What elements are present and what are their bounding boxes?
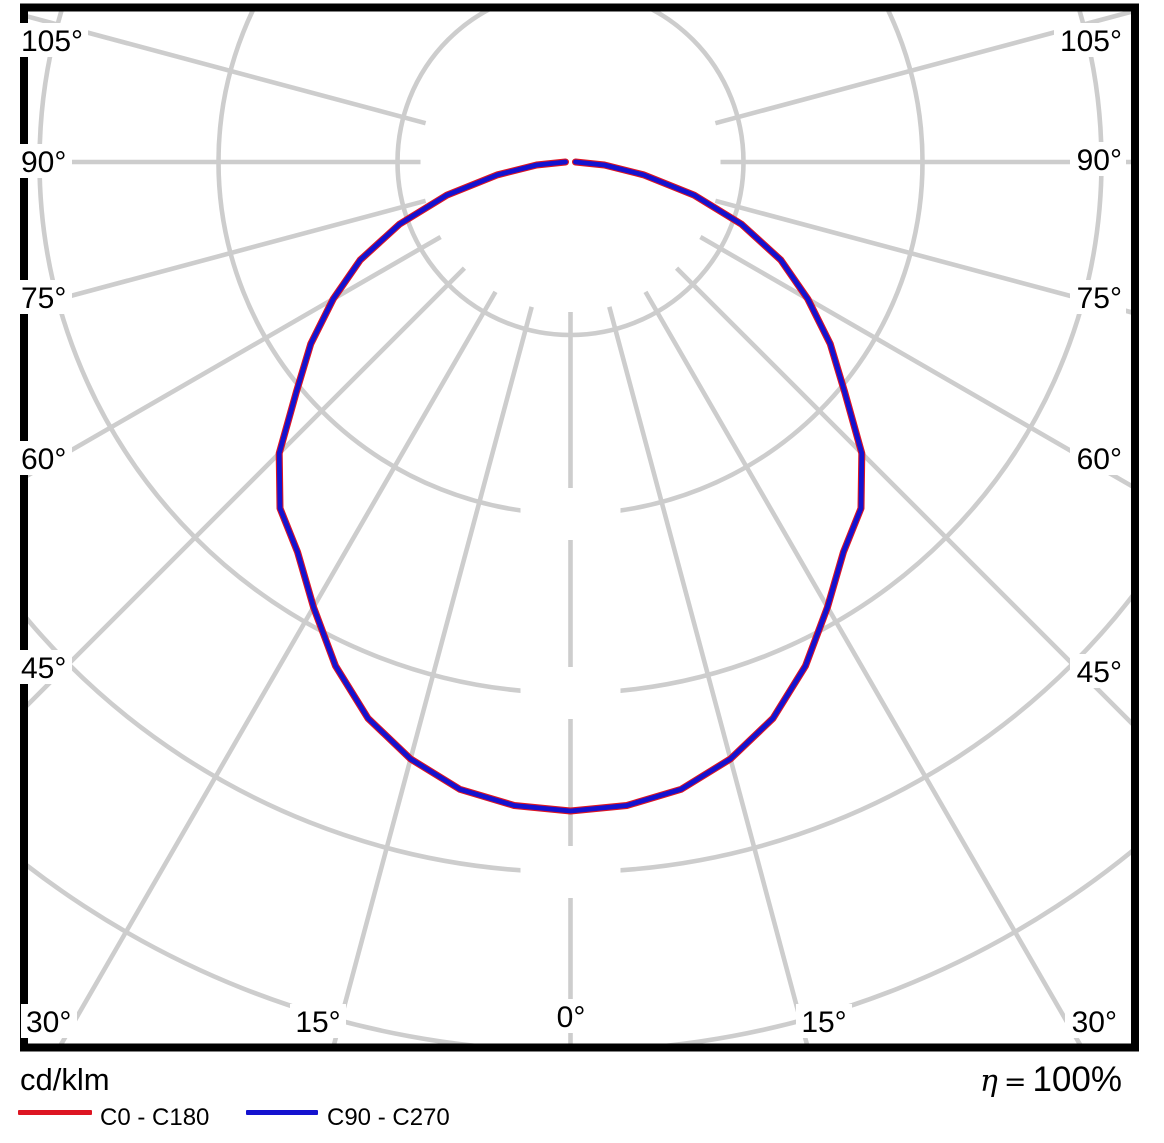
angle-label: 60° xyxy=(21,443,66,476)
angle-label: 105° xyxy=(1060,25,1122,58)
angle-label-bg xyxy=(1070,280,1126,314)
legend-label-c0-c180: C0 - C180 xyxy=(100,1104,210,1131)
eta-value: 100% xyxy=(1032,1060,1122,1099)
angle-label: 105° xyxy=(21,25,83,58)
grid-spoke xyxy=(714,11,1131,126)
angle-label-bg xyxy=(796,1004,852,1038)
angle-labels: 105° 90° 75° 60° 45° 30° 105° 90° 75° 60° 45° 30° 15… xyxy=(16,23,1126,1039)
curve-c90-c270 xyxy=(276,159,865,814)
angle-label: 15° xyxy=(801,1006,846,1039)
angle-label: 15° xyxy=(295,1006,340,1039)
unit-label: cd/klm xyxy=(20,1062,110,1097)
angle-label: 90° xyxy=(21,146,66,179)
angle-label-bg xyxy=(1065,1004,1121,1038)
angle-label: 45° xyxy=(1077,656,1122,689)
angle-label-bg xyxy=(1070,142,1126,176)
angle-label-bg xyxy=(21,1004,77,1038)
angle-label-bg xyxy=(16,650,72,684)
angle-label-bg xyxy=(16,441,72,475)
angle-label-bg xyxy=(551,999,591,1033)
caption-area: cd/klm C0 - C180 C90 - C270 η = 100% xyxy=(0,1052,1164,1143)
ring-label-gap xyxy=(520,667,621,719)
angle-label-bg xyxy=(16,280,72,314)
angle-label-bg xyxy=(16,144,72,178)
angle-label: 45° xyxy=(21,652,66,685)
grid-spoke xyxy=(28,235,442,478)
plot-frame xyxy=(20,3,1139,1052)
angle-label: 0° xyxy=(557,1001,586,1034)
angle-label: 90° xyxy=(1077,144,1122,177)
grid-spoke xyxy=(58,290,498,1044)
legend-label-c90-c270: C90 - C270 xyxy=(327,1104,450,1131)
ring-label-gap xyxy=(520,488,621,540)
grid-spoke xyxy=(699,235,1131,489)
angle-label: 75° xyxy=(21,282,66,315)
legend-swatch-c90-c270 xyxy=(246,1110,318,1115)
angle-label: 30° xyxy=(1072,1006,1117,1039)
grid-ring xyxy=(28,593,1131,875)
eta-symbol: η xyxy=(979,1064,998,1099)
grid-spoke xyxy=(714,198,1131,315)
grid-spoke xyxy=(643,290,1083,1044)
angle-label: 75° xyxy=(1077,282,1122,315)
grid-spoke xyxy=(674,266,1131,726)
grid-spoke xyxy=(28,266,467,708)
grid-spoke xyxy=(28,14,427,126)
legend-swatch-c0-c180 xyxy=(18,1110,92,1115)
angle-label: 60° xyxy=(1077,443,1122,476)
ring-label-gap xyxy=(520,846,621,898)
angle-label-bg xyxy=(290,1004,346,1038)
efficiency-readout: η = 100% xyxy=(980,1060,1122,1100)
angle-label: 30° xyxy=(26,1006,71,1039)
angle-label-bg xyxy=(1070,654,1126,688)
angle-label-bg xyxy=(1070,441,1126,475)
equals-sign: = xyxy=(1003,1067,1027,1098)
angle-label-bg xyxy=(16,23,88,57)
angle-label-bg xyxy=(1054,23,1126,57)
grid-spoke xyxy=(28,198,427,310)
